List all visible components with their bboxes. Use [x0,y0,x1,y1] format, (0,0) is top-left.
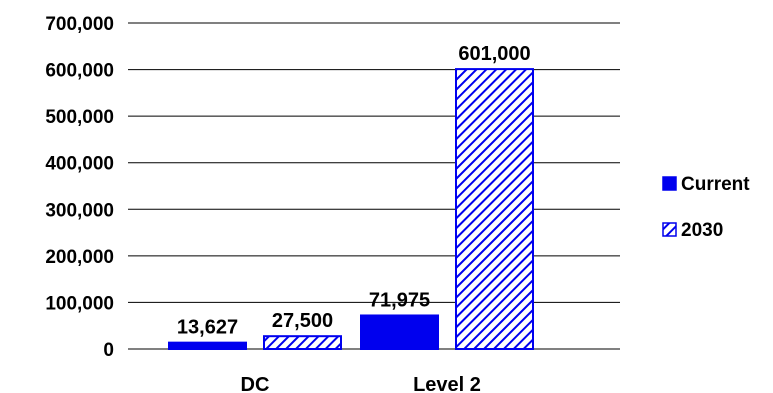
bar-current-dc [168,341,247,351]
x-category-label: Level 2 [413,374,481,393]
legend-label-2030: 2030 [681,220,723,241]
y-tick-label: 100,000 [45,293,114,314]
data-label: 601,000 [458,43,530,65]
bar-2030-dc [263,335,342,351]
legend-label-current: Current [681,174,750,195]
y-tick-label: 0 [103,340,114,361]
y-tick-label: 500,000 [45,107,114,128]
y-axis-ticks: 0 100,000 200,000 300,000 400,000 500,000 600,… [45,14,114,361]
y-tick-label: 300,000 [45,200,114,221]
legend-swatch-current [662,176,677,191]
x-axis-categories: DC Level 2 [241,374,481,393]
data-label: 71,975 [369,289,430,311]
legend-swatch-2030 [662,222,677,237]
y-tick-label: 200,000 [45,247,114,268]
data-label: 13,627 [177,317,238,339]
data-label: 27,500 [272,310,333,332]
gridlines [128,22,620,350]
bar-current-level-2 [360,314,439,351]
bars [168,68,534,351]
y-tick-label: 600,000 [45,61,114,82]
legend: Current 2030 [662,174,750,241]
y-tick-label: 400,000 [45,154,114,175]
y-tick-label: 700,000 [45,14,114,35]
x-category-label: DC [241,374,270,393]
data-labels: 13,627 27,500 71,975 601,000 [177,43,531,339]
bar-2030-level-2 [455,68,534,350]
